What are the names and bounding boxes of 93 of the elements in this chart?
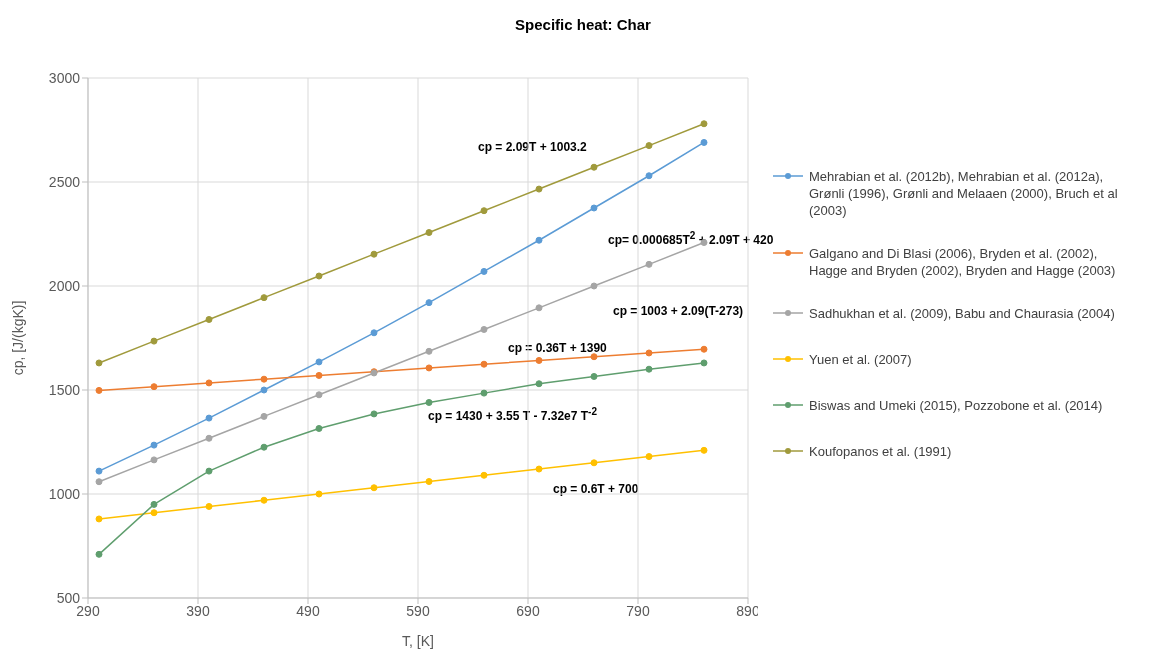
point — [480, 471, 488, 479]
point — [480, 360, 488, 368]
point — [480, 325, 488, 333]
point — [95, 386, 103, 394]
point — [700, 345, 708, 353]
point — [480, 207, 488, 215]
legend-label: Yuen et al. (2007) — [809, 351, 912, 368]
point — [590, 163, 598, 171]
x-tick-label: 390 — [186, 602, 210, 619]
point — [590, 204, 598, 212]
x-tick-label: 590 — [406, 602, 430, 619]
point — [590, 282, 598, 290]
legend-label: Sadhukhan et al. (2009), Babu and Chaurasia (2004) — [809, 305, 1115, 322]
point — [645, 172, 653, 180]
point — [260, 496, 268, 504]
x-axis-title: T, [K] — [402, 633, 434, 649]
point — [315, 371, 323, 379]
point — [700, 446, 708, 454]
y-axis-title: cp, [J/(kgK)] — [9, 300, 26, 376]
point — [535, 304, 543, 312]
point — [480, 389, 488, 397]
point — [205, 467, 213, 475]
point — [205, 502, 213, 510]
legend-label: Koufopanos et al. (1991) — [809, 443, 952, 460]
y-tick-label: 1500 — [48, 381, 81, 398]
y-tick-label: 1000 — [48, 485, 81, 502]
point — [645, 453, 653, 461]
point — [95, 478, 103, 486]
point — [480, 267, 488, 275]
point — [425, 364, 433, 372]
point — [370, 484, 378, 492]
point — [425, 229, 433, 237]
annotation: cp = 0.36T + 1390 — [508, 341, 607, 355]
point — [370, 329, 378, 337]
point — [205, 414, 213, 422]
point — [205, 379, 213, 387]
point — [260, 294, 268, 302]
point — [425, 347, 433, 355]
point — [315, 358, 323, 366]
point — [535, 465, 543, 473]
point — [535, 185, 543, 193]
point — [95, 467, 103, 475]
point — [150, 383, 158, 391]
point — [535, 236, 543, 244]
point — [425, 478, 433, 486]
point — [260, 443, 268, 451]
point — [315, 391, 323, 399]
point — [700, 138, 708, 146]
point — [425, 398, 433, 406]
x-tick-label: 490 — [296, 602, 320, 619]
y-tick-label: 2000 — [48, 277, 81, 294]
point — [315, 424, 323, 432]
chart-title: Specific heat: Char — [514, 16, 652, 33]
point — [700, 359, 708, 367]
annotation: cp = 1003 + 2.09(T-273) — [613, 304, 744, 318]
point — [260, 386, 268, 394]
y-tick-label: 3000 — [48, 69, 81, 86]
point — [645, 260, 653, 268]
point — [150, 509, 158, 517]
x-tick-label: 790 — [626, 602, 650, 619]
point — [95, 359, 103, 367]
x-tick-label: 690 — [516, 602, 540, 619]
point — [205, 434, 213, 442]
point — [535, 380, 543, 388]
point — [590, 353, 598, 361]
point — [205, 315, 213, 323]
point — [260, 412, 268, 420]
point — [95, 515, 103, 523]
point — [150, 500, 158, 508]
point — [150, 337, 158, 345]
point — [260, 375, 268, 383]
point — [645, 349, 653, 357]
point — [150, 456, 158, 464]
point — [425, 299, 433, 307]
point — [535, 356, 543, 364]
point — [645, 142, 653, 150]
y-tick-label: 2500 — [48, 173, 81, 190]
annotation: cp = 0.6T + 700 — [553, 482, 639, 496]
point — [150, 441, 158, 449]
point — [315, 490, 323, 498]
point — [590, 372, 598, 380]
legend-label: Galgano and Di Blasi (2006), Bryden et al. (2002), Hagge and Bryden (2002), Bryden and Hagge (2003) — [809, 245, 1117, 279]
point — [315, 272, 323, 280]
annotation: cp = 2.09T + 1003.2 — [478, 140, 587, 154]
point — [645, 365, 653, 373]
annotation: cp = 1430 + 3.55 T - 7.32e7 T$^{-2}$ — [428, 406, 598, 423]
point — [95, 550, 103, 558]
point — [700, 120, 708, 128]
point — [370, 250, 378, 258]
legend-label: Mehrabian et al. (2012b), Mehrabian et al. (2012a), Grønli (1996), Grønli and Melaaen (2000), Bruch et al (2003) — [809, 168, 1119, 219]
point — [370, 410, 378, 418]
legend-label: Biswas and Umeki (2015), Pozzobone et al. (2014) — [809, 397, 1103, 414]
point — [590, 459, 598, 467]
